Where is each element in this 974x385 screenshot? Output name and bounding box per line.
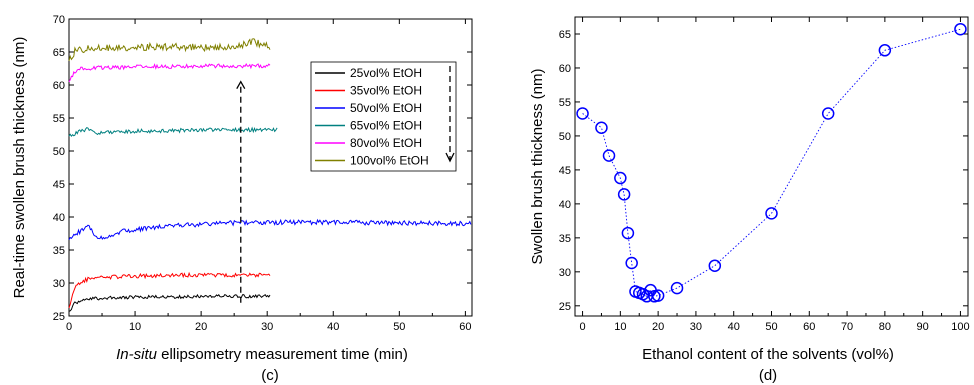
x-tick-label: 30 <box>261 321 273 333</box>
x-tick-label: 60 <box>459 321 471 333</box>
x-tick-label: 10 <box>614 321 626 333</box>
series-line <box>68 293 271 312</box>
y-tick-label: 60 <box>559 63 571 75</box>
x-tick-label: 40 <box>327 321 339 333</box>
x-tick-label: 80 <box>879 321 891 333</box>
y-tick-label: 65 <box>559 29 571 41</box>
x-tick-label: 20 <box>195 321 207 333</box>
x-tick-label: 70 <box>841 321 853 333</box>
y-tick-label: 25 <box>53 311 65 323</box>
data-point <box>595 121 608 135</box>
y-axis-label: Swollen brush thickness (nm) <box>529 69 546 265</box>
data-point <box>617 188 631 201</box>
panel-c-chart: 0 10 20 30 40 50 60 25 30 35 40 45 50 55 60 65 70 25vol% … <box>11 14 473 384</box>
y-tick-label: 35 <box>53 245 65 257</box>
trend-arrow-head <box>236 80 246 90</box>
series-line <box>68 62 271 83</box>
series-line <box>582 28 961 297</box>
legend-label: 50vol% EtOH <box>350 101 422 115</box>
y-tick-label: 40 <box>53 212 65 224</box>
x-axis-label: Ethanol content of the solvents (vol%) <box>642 346 894 363</box>
x-tick-label: 60 <box>803 321 815 333</box>
data-point <box>625 256 638 270</box>
data-point <box>954 22 967 36</box>
y-tick-label: 55 <box>559 97 571 109</box>
x-tick-label: 30 <box>690 321 702 333</box>
x-tick-label: 50 <box>765 321 777 333</box>
legend-label: 80vol% EtOH <box>350 136 422 150</box>
y-tick-label: 40 <box>559 199 571 211</box>
panel-label: (d) <box>759 367 777 384</box>
y-tick-label: 25 <box>559 301 571 313</box>
data-point <box>602 149 616 162</box>
data-point <box>621 226 635 240</box>
x-tick-label: 0 <box>579 321 585 333</box>
series-line <box>68 271 271 309</box>
data-point <box>576 107 589 120</box>
series-line <box>68 38 271 62</box>
data-point <box>765 207 778 220</box>
data-point <box>708 259 722 272</box>
y-tick-label: 30 <box>559 267 571 279</box>
plot-frame <box>68 18 473 317</box>
x-tick-label: 50 <box>393 321 405 333</box>
data-point <box>878 44 892 57</box>
y-tick-label: 60 <box>53 80 65 92</box>
y-tick-label: 65 <box>53 47 65 59</box>
legend-label: 35vol% EtOH <box>350 84 422 98</box>
y-tick-label: 70 <box>53 14 65 26</box>
data-point <box>821 107 835 120</box>
data-point <box>614 171 627 185</box>
x-tick-label: 20 <box>652 321 664 333</box>
series-line <box>68 126 278 138</box>
y-tick-label: 55 <box>53 113 65 125</box>
x-tick-label: 0 <box>66 321 72 333</box>
y-tick-label: 35 <box>559 233 571 245</box>
legend-label: 25vol% EtOH <box>350 66 422 80</box>
legend-label: 100vol% EtOH <box>350 154 429 168</box>
series-line <box>68 218 472 241</box>
y-axis-label: Real-time swollen brush thickness (nm) <box>11 37 28 299</box>
data-point <box>670 281 684 295</box>
panel-d-chart: 0 10 20 30 40 50 60 70 80 90 100 25 30 35 40 45 50 55 60 65… <box>529 16 970 384</box>
y-tick-label: 50 <box>53 146 65 158</box>
legend-arrow-head <box>445 152 455 163</box>
x-tick-label: 100 <box>951 321 969 333</box>
y-tick-label: 45 <box>53 179 65 191</box>
plot-frame <box>574 16 969 317</box>
panel-label: (c) <box>261 367 279 384</box>
x-tick-label: 10 <box>129 321 141 333</box>
x-tick-label: 40 <box>728 321 740 333</box>
legend-box <box>310 61 457 172</box>
y-tick-label: 30 <box>53 278 65 290</box>
x-tick-label: 90 <box>917 321 929 333</box>
y-tick-label: 45 <box>559 165 571 177</box>
y-tick-label: 50 <box>559 131 571 143</box>
data-point <box>651 289 665 302</box>
x-axis-label: In-situ ellipsometry measurement time (m… <box>116 346 408 363</box>
legend-label: 65vol% EtOH <box>350 119 422 133</box>
